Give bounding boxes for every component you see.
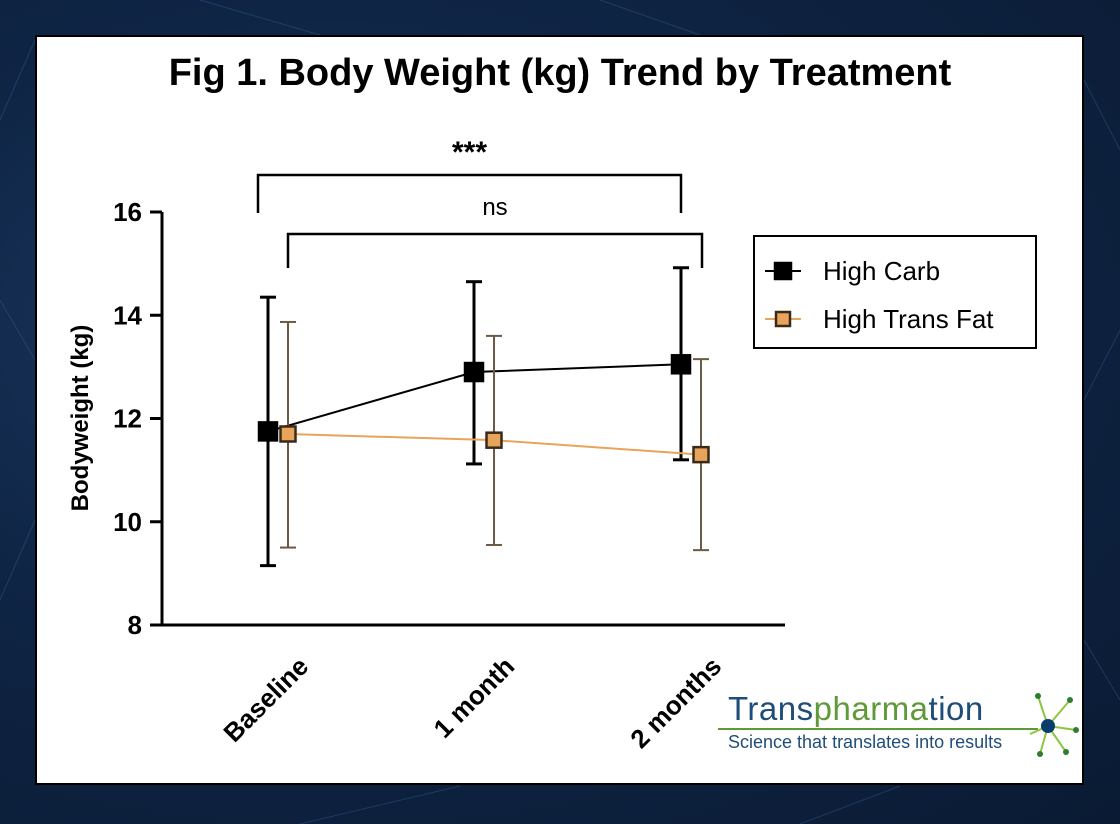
logo-text-1: Trans — [728, 690, 814, 727]
y-tick-label: 14 — [113, 300, 142, 330]
neuron-logo-icon — [1029, 693, 1079, 757]
y-axis-label: Bodyweight (kg) — [67, 325, 94, 512]
significance-bracket — [286, 232, 704, 268]
data-point — [463, 361, 485, 383]
logo-tagline: Science that translates into results — [728, 732, 1003, 752]
legend-marker — [773, 261, 793, 281]
significance-label: ns — [482, 194, 507, 221]
data-point — [692, 445, 710, 464]
logo-underline — [718, 728, 1038, 730]
y-tick-label: 12 — [113, 404, 142, 434]
logo-wordmark: Transpharmation — [728, 690, 984, 728]
chart-title: Fig 1. Body Weight (kg) Trend by Treatme… — [168, 52, 952, 94]
company-logo: Transpharmation Science that translates … — [718, 690, 1078, 760]
x-tick-label: 1 month — [428, 651, 521, 744]
x-tick-label: Baseline — [217, 651, 314, 748]
significance-bracket — [256, 173, 683, 213]
data-point — [670, 354, 692, 375]
data-point — [279, 425, 297, 443]
data-point — [485, 431, 503, 449]
legend-label: High Trans Fat — [823, 304, 994, 334]
legend-marker — [774, 310, 792, 328]
logo-text-2: pharma — [813, 690, 929, 727]
y-tick-label: 10 — [113, 507, 142, 537]
logo-text-3: tion — [928, 690, 984, 727]
legend-box — [753, 235, 1037, 349]
data-point — [257, 421, 279, 442]
y-tick-label: 16 — [113, 197, 142, 227]
x-tick-label: 2 months — [624, 651, 727, 754]
legend-label: High Carb — [823, 256, 940, 286]
y-tick-label: 8 — [128, 610, 142, 640]
figure-panel — [35, 35, 1084, 785]
significance-label: *** — [452, 136, 487, 169]
